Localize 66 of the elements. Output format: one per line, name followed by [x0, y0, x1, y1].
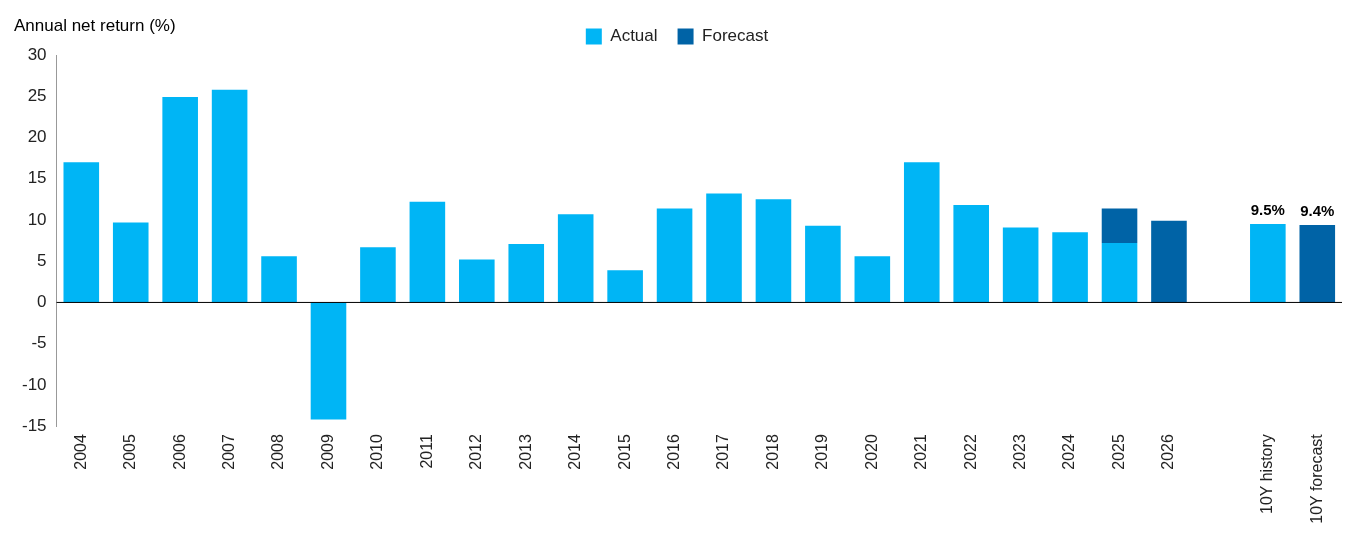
y-tick-label: 20 — [27, 127, 47, 147]
y-axis-title: Annual net return (%) — [14, 15, 176, 35]
x-tick-label: 2009 — [318, 434, 336, 470]
x-tick-label: 2021 — [912, 434, 930, 470]
bar — [1299, 224, 1336, 303]
y-tick-label: 10 — [27, 209, 47, 229]
x-tick-label: 2015 — [615, 434, 633, 470]
bar — [261, 256, 297, 303]
bar — [211, 89, 248, 303]
bar — [706, 193, 742, 303]
bar — [409, 201, 446, 303]
x-tick-label: 2005 — [121, 434, 139, 470]
bar — [112, 222, 149, 303]
x-tick-label: 10Y forecast — [1307, 433, 1325, 524]
bar — [310, 302, 347, 420]
bar — [1052, 232, 1088, 303]
y-tick-label: 15 — [27, 168, 47, 188]
bar — [557, 214, 594, 303]
x-tick-label: 2025 — [1109, 434, 1127, 470]
bar — [162, 97, 198, 303]
legend-label: Forecast — [702, 26, 769, 46]
bar — [1101, 243, 1138, 303]
bar — [903, 162, 940, 303]
x-tick-label: 2011 — [417, 434, 435, 469]
y-tick-label: 25 — [27, 85, 47, 105]
bar — [953, 205, 989, 303]
x-tick-label: 10Y history — [1258, 434, 1276, 514]
x-tick-label: 2022 — [961, 434, 979, 470]
x-tick-label: 2014 — [566, 434, 584, 470]
bar — [656, 208, 693, 303]
bar — [854, 256, 891, 303]
x-tick-label: 2010 — [368, 434, 386, 470]
x-tick-label: 2018 — [763, 434, 781, 470]
y-tick-label: 30 — [27, 44, 47, 64]
x-tick-label: 2016 — [664, 434, 682, 470]
x-tick-label: 2006 — [170, 434, 188, 470]
bar — [1250, 224, 1286, 303]
x-tick-label: 2004 — [71, 434, 89, 470]
bar — [360, 247, 396, 303]
x-tick-label: 2023 — [1011, 434, 1029, 470]
y-tick-label: 5 — [37, 250, 47, 270]
bar — [459, 259, 495, 303]
legend-label: Actual — [610, 26, 658, 46]
x-tick-label: 2017 — [714, 434, 732, 470]
data-label: 9.5% — [1250, 200, 1285, 218]
bar — [508, 243, 545, 303]
x-tick-label: 2019 — [813, 434, 831, 470]
bar — [1101, 208, 1138, 244]
bar — [1002, 227, 1039, 303]
bar — [755, 199, 792, 303]
x-tick-label: 2012 — [467, 434, 485, 470]
x-tick-label: 2013 — [516, 434, 534, 470]
x-tick-label: 2024 — [1060, 434, 1078, 470]
bar — [607, 270, 643, 303]
bar — [1151, 220, 1187, 303]
bar — [63, 162, 100, 303]
data-label: 9.4% — [1300, 201, 1335, 219]
x-tick-label: 2026 — [1159, 434, 1177, 470]
y-tick-label: 0 — [37, 292, 47, 312]
bar — [805, 225, 841, 303]
y-tick-label: -15 — [21, 415, 47, 435]
x-tick-label: 2020 — [862, 434, 880, 470]
y-tick-label: -10 — [21, 374, 47, 394]
x-tick-label: 2007 — [220, 434, 238, 470]
y-tick-label: -5 — [31, 333, 47, 353]
x-tick-label: 2008 — [269, 434, 287, 470]
